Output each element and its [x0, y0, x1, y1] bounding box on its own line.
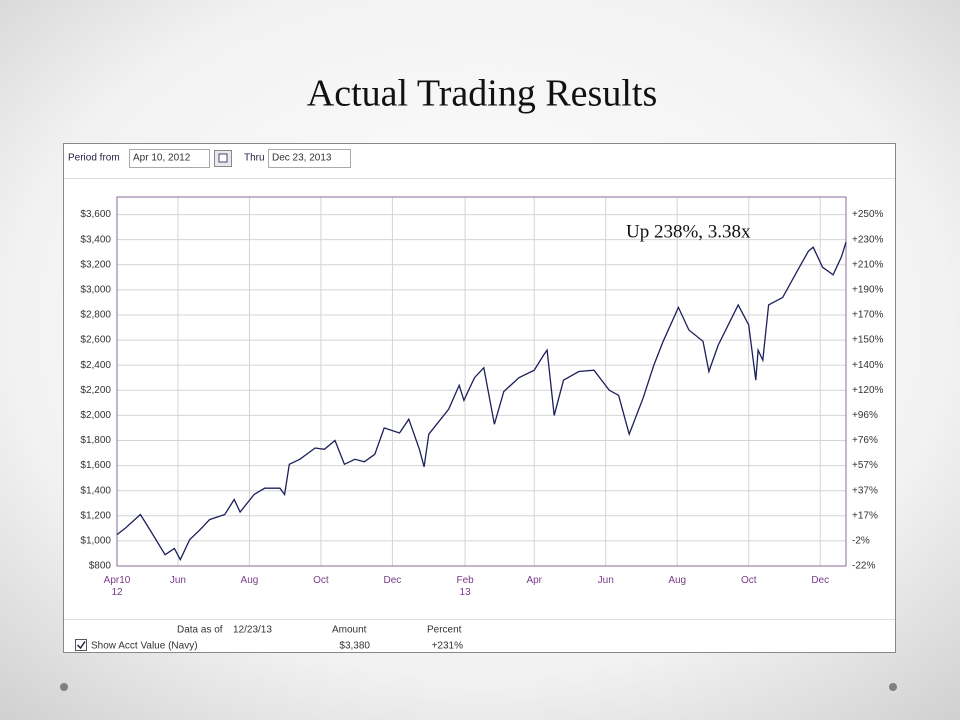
annotation: Up 238%, 3.38x	[626, 221, 751, 242]
x-tick-label: Feb 13	[456, 575, 474, 598]
right-tick-label: +210%	[852, 259, 884, 270]
x-tick-label: Apr	[526, 575, 542, 586]
right-tick-label: +120%	[852, 385, 884, 396]
right-tick-label: +140%	[852, 360, 884, 371]
end-date: Dec 23, 2013	[272, 153, 332, 164]
x-tick-label: Aug	[241, 575, 259, 586]
x-tick-label: Aug	[668, 575, 686, 586]
y-tick-label: $1,200	[80, 510, 111, 521]
series-line	[116, 242, 847, 562]
thru-label: Thru	[244, 153, 265, 164]
right-tick-label: +190%	[852, 285, 884, 296]
right-tick-label: +37%	[852, 485, 878, 496]
plot: $3,600 +250% $3,400 +230% $3,200 +210% $3,000 +…	[80, 196, 884, 598]
checkbox-label: Show Acct Value (Navy)	[91, 641, 198, 652]
right-tick-label: +230%	[852, 234, 884, 245]
y-tick-label: $2,400	[80, 360, 111, 371]
start-date: Apr 10, 2012	[133, 153, 191, 164]
y-tick-label: $3,200	[80, 259, 111, 270]
y-tick-label: $800	[89, 561, 112, 572]
checkmark	[76, 641, 86, 650]
data-as-of-label: Data as of	[177, 625, 223, 636]
x-tick-label: Apr10 12	[104, 575, 131, 598]
y-tick-label: $1,600	[80, 460, 111, 471]
y-tick-label: $1,800	[80, 435, 111, 446]
bullet-dot	[889, 683, 897, 691]
right-tick-label: +96%	[852, 410, 878, 421]
right-tick-label: +170%	[852, 310, 884, 321]
bullet-dot	[60, 683, 68, 691]
slide-title: Actual Trading Results	[307, 73, 657, 115]
period-from-label: Period from	[68, 153, 120, 164]
right-tick-label: -2%	[852, 536, 870, 547]
y-tick-label: $2,800	[80, 310, 111, 321]
x-tick-label: Dec	[811, 575, 829, 586]
percent: +231%	[432, 641, 464, 652]
x-tick-label: Dec	[384, 575, 402, 586]
right-tick-label: -22%	[852, 561, 875, 572]
y-tick-label: $3,600	[80, 209, 111, 220]
y-tick-label: $2,000	[80, 410, 111, 421]
x-tick-label: Oct	[313, 575, 329, 586]
x-tick-label: Jun	[170, 575, 186, 586]
percent-label: Percent	[427, 625, 462, 636]
right-tick-label: +150%	[852, 335, 884, 346]
y-tick-label: $1,000	[80, 536, 111, 547]
y-tick-label: $3,400	[80, 234, 111, 245]
right-tick-label: +57%	[852, 460, 878, 471]
amount: $3,380	[339, 641, 370, 652]
right-tick-label: +17%	[852, 510, 878, 521]
x-tick-label: Jun	[598, 575, 614, 586]
plot-border	[116, 196, 847, 567]
end-date-field[interactable]	[268, 149, 351, 168]
data-as-of: 12/23/13	[233, 625, 272, 636]
x-tick-label: Oct	[741, 575, 757, 586]
start-date-field[interactable]	[129, 149, 210, 168]
right-tick-label: +76%	[852, 435, 878, 446]
y-tick-label: $1,400	[80, 485, 111, 496]
y-tick-label: $2,200	[80, 385, 111, 396]
calendar-icon	[218, 153, 228, 163]
checkbox[interactable]	[75, 639, 87, 651]
y-tick-label: $3,000	[80, 285, 111, 296]
y-tick-label: $2,600	[80, 335, 111, 346]
right-tick-label: +250%	[852, 209, 884, 220]
amount-label: Amount	[332, 625, 367, 636]
plot-border	[116, 196, 847, 567]
